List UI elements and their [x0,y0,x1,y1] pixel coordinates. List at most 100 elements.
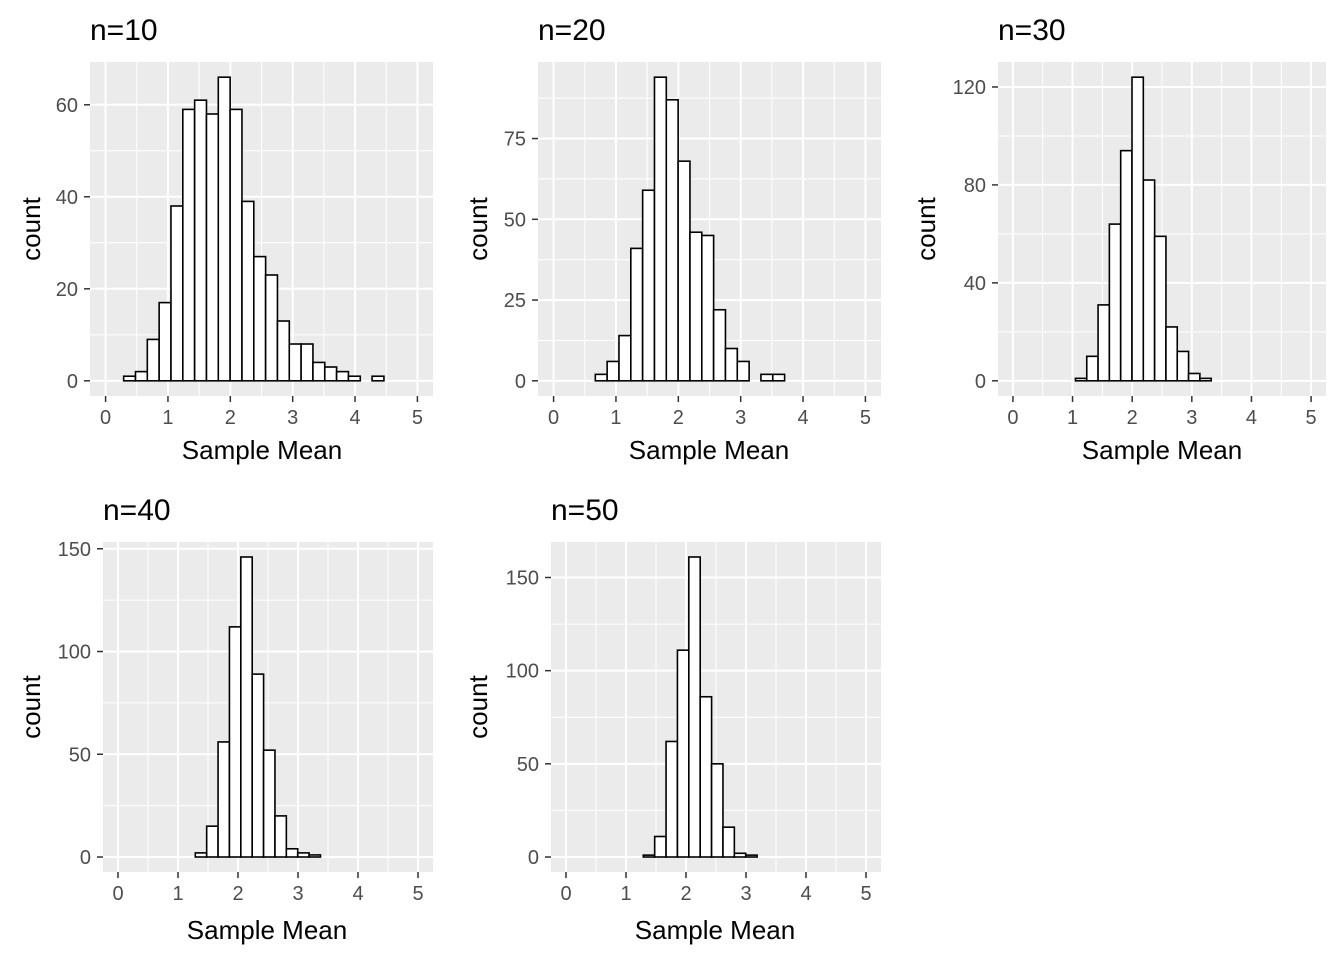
x-tick-label: 4 [1246,407,1257,429]
histogram-bar [771,373,786,382]
histogram-bar [699,695,713,858]
histogram-bar [300,343,314,382]
y-tick-label: 100 [58,642,91,664]
x-axis-title: Sample Mean [187,915,347,945]
histogram-bar [722,826,736,858]
x-tick-label: 2 [680,883,691,905]
y-tick-label: 50 [517,754,539,776]
x-tick-label: 1 [1067,407,1078,429]
y-tick-label: 50 [504,209,526,231]
panel-title: n=20 [538,14,606,47]
y-axis-title: count [463,196,493,260]
histogram-bar [205,113,220,382]
histogram-bar [724,347,739,382]
x-tick-label: 2 [673,407,684,429]
histogram-bar [677,160,691,382]
y-axis-title: count [16,196,46,260]
x-tick-label: 0 [112,883,123,905]
y-tick-label: 150 [506,567,539,589]
histogram-bar [606,360,620,382]
histogram-bar [760,373,774,382]
histogram-bar [1074,377,1088,382]
y-tick-label: 150 [58,539,91,561]
histogram-bar [744,854,758,858]
x-tick-label: 2 [1127,407,1138,429]
y-tick-label: 40 [964,273,986,295]
histogram-bar [308,854,322,858]
x-tick-label: 0 [548,407,559,429]
x-tick-label: 3 [735,407,746,429]
histogram-bar [689,231,703,382]
x-tick-label: 1 [162,407,173,429]
y-tick-label: 75 [504,129,526,151]
histogram-bar [1176,350,1190,382]
x-tick-label: 2 [232,883,243,905]
histogram-bar [1097,304,1111,382]
histogram-bar [1153,235,1167,382]
histogram-bar [371,375,385,382]
histogram-bar [347,375,362,382]
histogram-bar [285,847,299,858]
x-tick-label: 1 [620,883,631,905]
histogram-bar [276,320,291,382]
y-axis-title: count [463,674,493,738]
y-axis-title: count [16,674,46,738]
y-tick-label: 80 [964,175,986,197]
x-axis-title: Sample Mean [1082,435,1242,465]
histogram-bar [630,247,644,382]
histogram-bar [653,76,668,382]
x-tick-label: 5 [412,407,423,429]
histogram-bar [158,301,172,382]
histogram-bar [251,673,265,858]
histogram-bar [170,205,184,382]
histogram-bar [733,852,747,858]
histogram-bar [1187,372,1201,382]
x-tick-label: 3 [287,407,298,429]
x-tick-label: 1 [610,407,621,429]
histogram-bar [676,649,690,858]
x-tick-label: 4 [797,407,808,429]
y-tick-label: 120 [953,77,986,99]
x-tick-label: 2 [225,407,236,429]
histogram-bar [264,274,279,382]
x-axis-title: Sample Mean [635,915,795,945]
histogram-bar [688,556,702,858]
histogram-bar [1142,179,1156,382]
panel-title: n=30 [998,14,1066,47]
y-tick-label: 40 [56,187,78,209]
histogram-bar [736,360,750,382]
histogram-bar [274,815,288,858]
histogram-bar [312,361,326,382]
x-tick-label: 5 [860,407,871,429]
x-tick-label: 0 [1007,407,1018,429]
histogram-bar [1108,223,1122,382]
histogram-bar [229,108,243,382]
histogram-bar [335,370,350,382]
histogram-bar [1199,377,1212,382]
histogram-bar [193,99,208,382]
x-tick-label: 5 [412,883,423,905]
histogram-bar [594,373,608,382]
y-tick-label: 0 [975,371,986,393]
histogram-bar [323,366,338,382]
x-tick-label: 4 [800,883,811,905]
x-axis-title: Sample Mean [629,435,789,465]
y-tick-label: 0 [67,371,78,393]
histogram-bar [642,854,656,858]
histogram-panel: 0 1 2 3 4 5 0 40 80 120 n=30 Sample Mean count [911,14,1326,465]
y-tick-label: 0 [80,847,91,869]
histogram-bar [653,835,667,858]
histogram-bar [1085,355,1099,382]
histogram-bar [712,308,727,382]
histogram-bar [700,234,715,382]
histogram-bar [296,852,310,858]
y-tick-label: 25 [504,290,526,312]
histogram-bar [217,741,231,858]
panel-title: n=40 [103,494,171,527]
panel-title: n=10 [90,14,158,47]
histogram-bar [217,76,231,382]
x-tick-label: 3 [1186,407,1197,429]
